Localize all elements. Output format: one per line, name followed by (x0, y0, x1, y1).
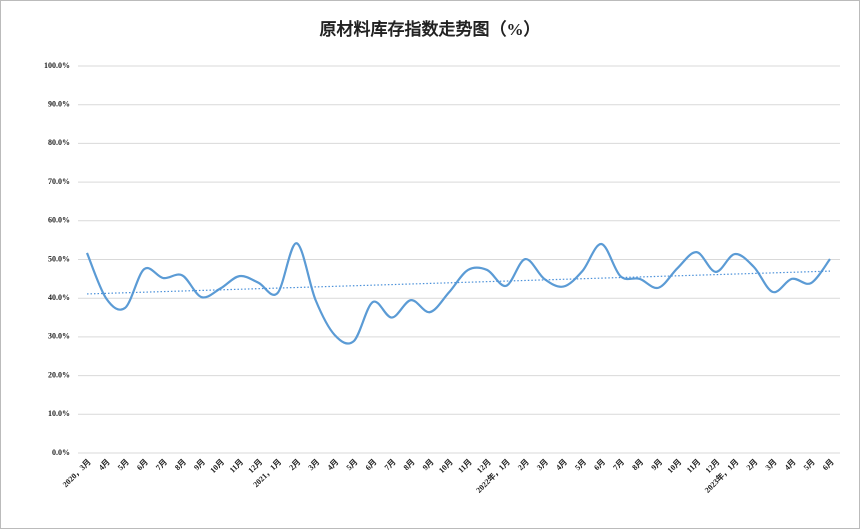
data-line (85, 242, 831, 345)
y-tick-label: 60.0% (48, 216, 70, 225)
y-tick-label: 40.0% (48, 293, 70, 302)
y-tick-label: 80.0% (48, 138, 70, 147)
y-tick-label: 10.0% (48, 409, 70, 418)
y-tick-label: 20.0% (48, 370, 70, 379)
chart-title: 原材料库存指数走势图（%） (320, 19, 541, 39)
y-tick-label: 0.0% (52, 448, 70, 457)
trend-line (86, 270, 831, 295)
y-tick-label: 50.0% (48, 254, 70, 263)
y-tick-label: 30.0% (48, 332, 70, 341)
y-tick-label: 100.0% (44, 61, 70, 70)
y-tick-label: 70.0% (48, 177, 70, 186)
y-tick-label: 90.0% (48, 100, 70, 109)
